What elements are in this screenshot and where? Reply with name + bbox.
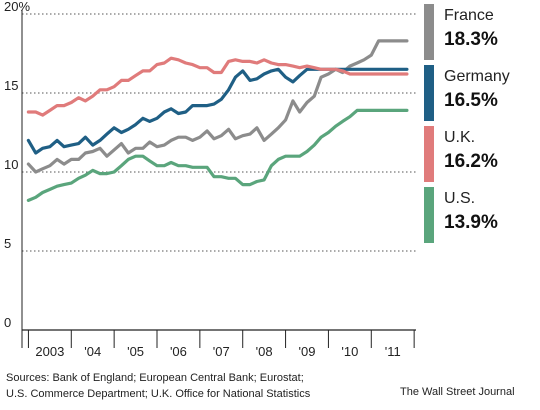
x-tick-label: '04 — [84, 344, 101, 359]
legend-value-france: 18.3% — [444, 29, 498, 50]
chart-sources: Sources: Bank of England; European Centr… — [6, 370, 386, 402]
series-line-france — [26, 39, 409, 174]
y-tick-label: 20% — [4, 0, 30, 14]
x-tick-label: '08 — [256, 344, 273, 359]
y-tick-label: 15 — [4, 78, 18, 93]
legend-value-germany: 16.5% — [444, 90, 498, 111]
legend-item-us: U.S. 13.9% — [424, 187, 536, 245]
legend-swatch-us — [424, 187, 434, 243]
legend-item-france: France 18.3% — [424, 4, 536, 62]
legend-name-us: U.S. — [444, 190, 476, 207]
legend-name-uk: U.K. — [444, 129, 476, 146]
legend-value-uk: 16.2% — [444, 151, 498, 172]
y-tick-label: 5 — [4, 236, 11, 251]
legend-item-germany: Germany 16.5% — [424, 65, 536, 123]
legend-item-uk: U.K. 16.2% — [424, 126, 536, 184]
y-tick-label: 0 — [4, 315, 11, 330]
sources-line-1: Sources: Bank of England; European Centr… — [6, 372, 304, 384]
legend-name-france: France — [444, 7, 494, 24]
x-tick-label: '09 — [299, 344, 316, 359]
legend-name-germany: Germany — [444, 68, 510, 85]
series-line-us — [26, 108, 409, 202]
legend: France 18.3% Germany 16.5% U.K. 16.2% U.… — [424, 4, 536, 248]
x-tick-label: 2003 — [35, 344, 64, 359]
y-tick-label: 10 — [4, 157, 18, 172]
legend-value-us: 13.9% — [444, 212, 498, 233]
x-tick-label: '07 — [213, 344, 230, 359]
x-tick-label: '11 — [385, 344, 401, 359]
legend-swatch-germany — [424, 65, 434, 121]
legend-swatch-uk — [424, 126, 434, 182]
legend-swatch-france — [424, 4, 434, 60]
chart-credit: The Wall Street Journal — [400, 386, 515, 398]
series-line-uk — [26, 56, 409, 117]
x-tick-label: '05 — [127, 344, 144, 359]
x-tick-label: '10 — [341, 344, 358, 359]
sources-line-2: U.S. Commerce Department; U.K. Office fo… — [6, 388, 311, 400]
series-line-germany — [26, 67, 409, 155]
x-tick-label: '06 — [170, 344, 187, 359]
